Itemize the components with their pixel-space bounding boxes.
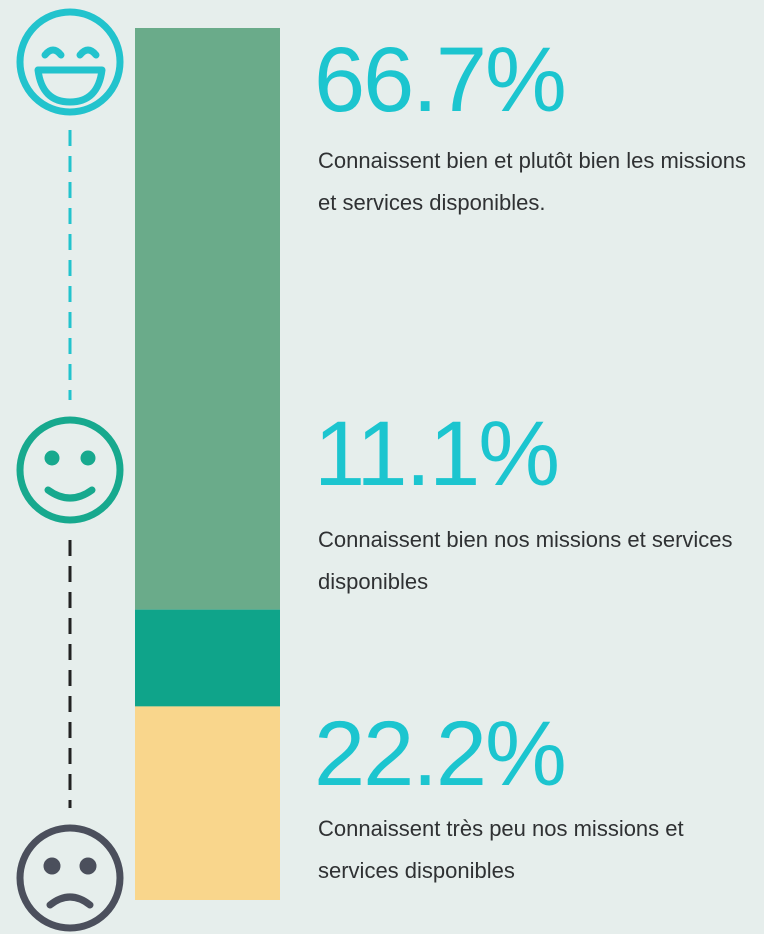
segment-description: Connaissent bien nos missions et service… — [318, 527, 733, 594]
bar-segment — [135, 28, 280, 610]
icon-sad — [16, 824, 124, 932]
segment-description: Connaissent très peu nos missions et ser… — [318, 816, 684, 883]
icon-neutral — [16, 416, 124, 524]
bar-segment — [135, 706, 280, 900]
value-label: 66.7% — [314, 29, 567, 131]
value-label: 11.1% — [314, 403, 560, 505]
value-label: 22.2% — [314, 703, 567, 805]
bar-segment — [135, 609, 280, 707]
icon-happy — [16, 8, 124, 116]
segment-description: Connaissent bien et plutôt bien les miss… — [318, 148, 747, 215]
